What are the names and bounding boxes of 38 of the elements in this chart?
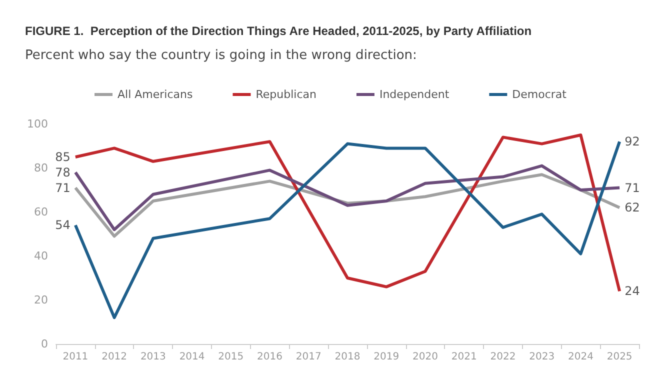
legend-label: Independent (379, 88, 450, 101)
y-tick-label: 0 (41, 338, 48, 350)
legend-label: Republican (256, 88, 316, 101)
line-series (74, 164, 622, 232)
data-label: 85 (55, 150, 70, 164)
x-tick-label: 2020 (412, 352, 438, 362)
line-series (74, 134, 622, 293)
x-tick-label: 2022 (490, 352, 516, 362)
x-tick-label: 2014 (179, 352, 205, 362)
x-tick-label: 2018 (334, 352, 360, 362)
x-tick-label: 2011 (62, 352, 88, 362)
data-label: 71 (55, 180, 70, 195)
data-label: 62 (624, 200, 640, 215)
data-label: 71 (624, 180, 640, 195)
chart-title: FIGURE 1. Perception of the Direction Things Are Headed, 2011-2025, by Party Affiliation (25, 24, 532, 38)
data-label: 78 (55, 165, 70, 180)
x-tick-label: 2015 (218, 352, 244, 362)
x-tick-label: 2025 (606, 352, 632, 362)
x-tick-label: 2012 (102, 352, 128, 362)
x-tick-label: 2016 (257, 352, 282, 362)
chart-subtitle: Percent who say the country is going in the wrong direction: (25, 48, 417, 63)
y-tick-label: 20 (34, 294, 48, 306)
x-tick-label: 2013 (140, 352, 166, 362)
legend-label: All Americans (118, 88, 193, 101)
y-tick-label: 60 (34, 206, 48, 218)
y-tick-label: 40 (34, 250, 48, 262)
data-label: 92 (624, 134, 640, 149)
x-tick-label: 2024 (568, 352, 594, 362)
y-tick-label: 80 (34, 162, 48, 174)
legend-label: Democrat (512, 88, 568, 101)
data-label: 54 (55, 218, 70, 232)
y-tick-label: 100 (27, 118, 48, 130)
x-tick-label: 2017 (296, 352, 322, 362)
x-tick-label: 2019 (374, 352, 400, 362)
line-series (74, 140, 622, 320)
x-tick-label: 2023 (529, 352, 555, 362)
x-tick-label: 2021 (451, 352, 477, 362)
data-label: 24 (624, 284, 640, 298)
